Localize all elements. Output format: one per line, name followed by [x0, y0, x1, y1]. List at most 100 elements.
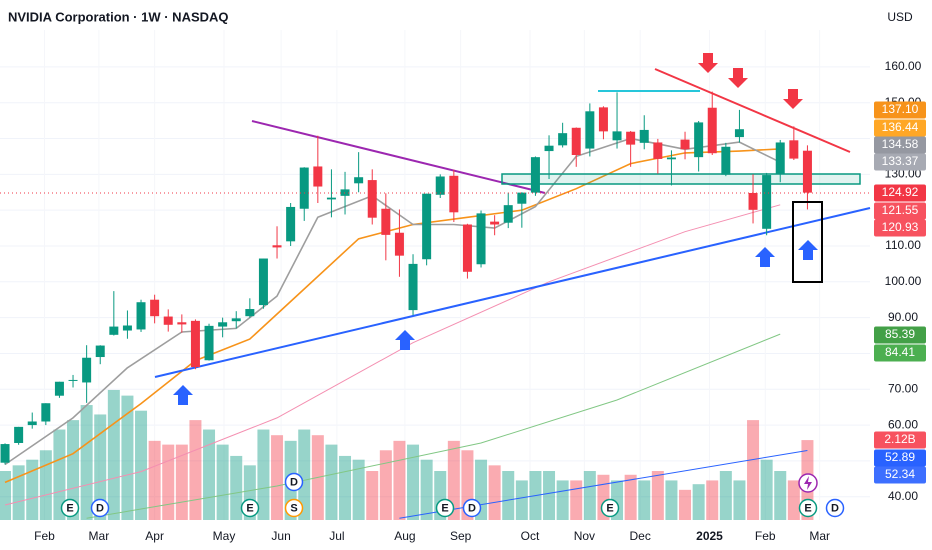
volume-bar: [39, 450, 52, 520]
event-icon: [240, 498, 260, 518]
grid: [0, 30, 870, 520]
trend-line: [154, 207, 871, 378]
volume-bar: [257, 429, 270, 520]
candle-body: [340, 189, 350, 196]
price-label-box: [874, 119, 926, 137]
candle-body: [82, 357, 92, 383]
y-tick-label: 60.00: [888, 417, 918, 431]
x-tick-label: Feb: [34, 529, 55, 543]
moving-average: [86, 333, 781, 519]
candle-body: [707, 107, 717, 154]
candle-body: [694, 122, 704, 158]
volume-bar: [556, 480, 569, 520]
volume-bar: [230, 455, 243, 520]
candle-body: [367, 180, 377, 218]
candle-body: [177, 322, 187, 325]
price-label-box: [874, 449, 926, 467]
volume-bar: [0, 471, 12, 520]
candle-body: [490, 221, 500, 225]
volume-bar: [393, 440, 406, 520]
x-tick-label: Nov: [574, 529, 595, 543]
up-arrows: [173, 240, 818, 405]
candle-body: [136, 302, 146, 330]
arrow: [783, 89, 803, 109]
volume-bar: [67, 420, 80, 520]
candle-body: [299, 167, 309, 209]
trend-line: [654, 68, 851, 153]
x-tick-label: Jul: [329, 529, 344, 543]
volume-bar: [53, 429, 66, 520]
volume-bar: [543, 471, 556, 520]
candle-body: [14, 426, 24, 443]
volume-bar: [706, 480, 719, 520]
event-label: E: [66, 502, 73, 514]
volume-bar: [12, 465, 25, 520]
candle-body: [163, 316, 173, 325]
x-tick-label: Jun: [271, 529, 290, 543]
candle-body: [802, 150, 812, 193]
volume-bar: [638, 480, 651, 520]
candle-body: [258, 258, 268, 306]
volume-bar: [94, 414, 107, 520]
price-label-box: [874, 326, 926, 344]
candle-body: [231, 318, 241, 322]
volume-bar: [515, 480, 528, 520]
candle-body: [558, 133, 568, 146]
price-label-box: [874, 466, 926, 484]
volume-bar: [80, 405, 93, 520]
volume-bar: [379, 450, 392, 520]
volume-bar: [692, 484, 705, 520]
volume-bar: [502, 471, 515, 520]
event-label: D: [831, 502, 839, 514]
price-label-box: [874, 101, 926, 119]
candle-body: [286, 206, 296, 242]
alert-icon-bolt: [804, 476, 812, 490]
volume-bar: [216, 444, 229, 520]
candle-body: [408, 263, 418, 311]
candle-body: [245, 309, 255, 317]
event-icon: [435, 498, 455, 518]
candle-body: [190, 320, 200, 368]
price-label: 120.93: [882, 220, 919, 234]
price-label: 134.58: [882, 137, 919, 151]
x-tick-label: Mar: [89, 529, 110, 543]
down-arrows: [698, 53, 803, 109]
price-label-box: [874, 431, 926, 449]
volume-bar: [488, 465, 501, 520]
x-tick-label: May: [213, 529, 236, 543]
volume-bar: [162, 444, 175, 520]
candle-body: [598, 107, 608, 132]
candle-body: [54, 381, 64, 396]
volume-bar: [719, 471, 732, 520]
candle-body: [734, 129, 744, 138]
candle-body: [639, 129, 649, 143]
event-icon: [825, 498, 845, 518]
event-label: E: [804, 502, 811, 514]
candle-body: [585, 111, 595, 149]
volume-bar: [352, 459, 365, 520]
volume-bar: [679, 489, 692, 520]
y-tick-label: 160.00: [885, 59, 922, 73]
candle-body: [476, 213, 486, 265]
candle-body: [571, 127, 581, 156]
arrow: [395, 330, 415, 350]
arrow: [755, 247, 775, 267]
event-icon: [798, 498, 818, 518]
event-label: S: [290, 502, 297, 514]
y-tick-label: 90.00: [888, 310, 918, 324]
candle-body: [612, 131, 622, 141]
volume-bar: [339, 455, 352, 520]
candle-body: [381, 208, 391, 235]
volume-bar: [325, 444, 338, 520]
price-label-box: [874, 344, 926, 362]
price-label: 52.89: [885, 450, 915, 464]
volume-bar: [787, 480, 800, 520]
candle-body: [762, 175, 772, 229]
price-label: 84.41: [885, 345, 915, 359]
volume-bar: [298, 429, 311, 520]
price-label-box: [874, 153, 926, 171]
candle-body: [503, 205, 513, 223]
price-label-box: [874, 202, 926, 220]
volume-bar: [366, 471, 379, 520]
